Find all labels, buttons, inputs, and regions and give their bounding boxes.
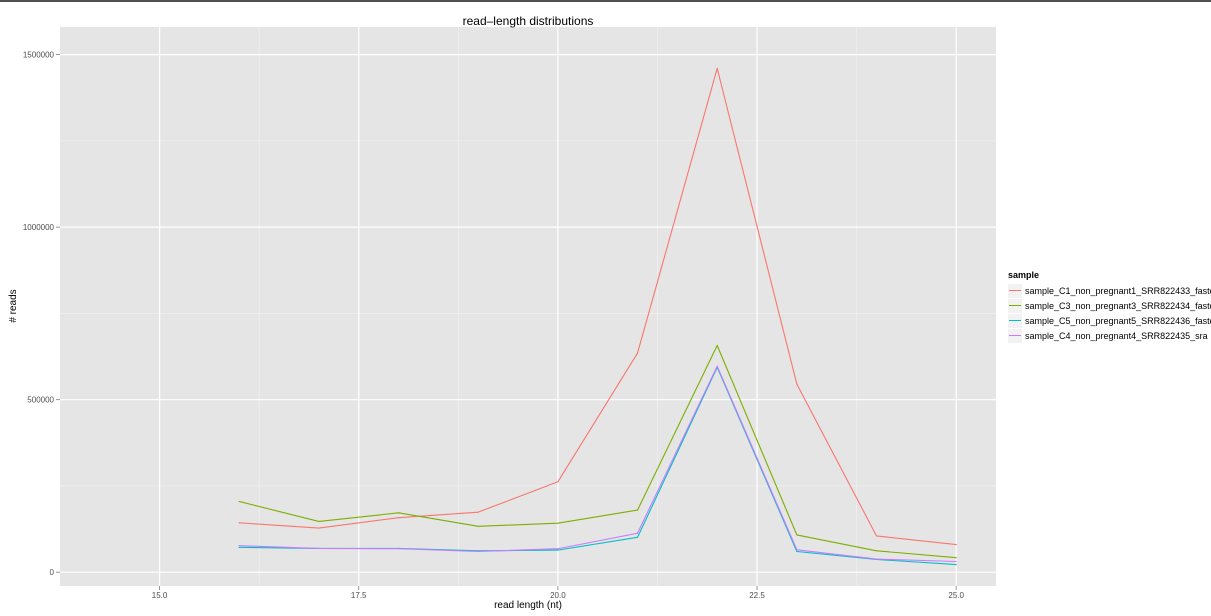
data-point — [318, 547, 320, 549]
data-point — [636, 352, 639, 354]
legend-key-line — [1009, 334, 1021, 336]
legend-title: sample — [1008, 270, 1040, 280]
window-top-border — [0, 0, 1211, 2]
data-point — [557, 481, 559, 483]
minor-gridlines — [60, 27, 996, 586]
data-point — [716, 67, 718, 70]
axes: 15.0 17.5 20.0 22.5 25.0 0 500000 1000000 150000… — [23, 51, 965, 600]
data-point — [716, 365, 718, 367]
x-tick-label: 22.5 — [749, 591, 765, 600]
chart-title: read–length distributions — [463, 14, 594, 28]
y-axis-label: # reads — [8, 289, 19, 322]
legend-label: sample_C5_non_pregnant5_SRR822436_fastq — [1025, 315, 1211, 326]
plot-panel — [60, 27, 996, 586]
data-point — [477, 511, 479, 513]
legend-key — [1008, 298, 1022, 313]
major-gridlines — [60, 27, 996, 586]
data-point — [955, 560, 957, 563]
x-tick-label: 17.5 — [351, 591, 367, 600]
data-point — [955, 543, 957, 546]
data-point — [796, 534, 798, 536]
data-point — [636, 509, 639, 511]
data-point — [397, 512, 400, 514]
data-point — [875, 558, 878, 560]
data-point — [318, 527, 320, 529]
data-point — [397, 517, 400, 519]
legend-key — [1008, 313, 1022, 328]
legend-item: sample_C4_non_pregnant4_SRR822435_sra — [1008, 328, 1211, 343]
data-point — [636, 532, 639, 534]
data-point — [238, 545, 240, 547]
legend-key-line — [1009, 304, 1021, 306]
legend: sample sample_C1_non_pregnant1_SRR822433… — [1008, 270, 1211, 343]
data-point — [557, 548, 559, 550]
data-point — [557, 549, 559, 551]
data-point — [955, 557, 957, 559]
legend-label: sample_C3_non_pregnant3_SRR822434_fastq — [1025, 300, 1211, 311]
series-lines — [238, 67, 957, 566]
series-line-4 — [239, 365, 957, 563]
data-point — [557, 522, 559, 524]
x-tick-label: 25.0 — [948, 591, 964, 600]
data-point — [238, 546, 240, 548]
series-line-1 — [239, 67, 957, 546]
legend-key — [1008, 328, 1022, 343]
y-tick-label: 1500000 — [23, 51, 55, 60]
data-point — [796, 549, 798, 551]
x-axis-label: read length (nt) — [494, 600, 562, 611]
x-tick-label: 15.0 — [152, 591, 168, 600]
y-tick-label: 1000000 — [23, 223, 55, 232]
series-line-2 — [239, 344, 957, 559]
data-point — [397, 548, 400, 550]
legend-label: sample_C1_non_pregnant1_SRR822433_fastq — [1025, 285, 1211, 296]
legend-key — [1008, 283, 1022, 298]
data-point — [636, 536, 639, 538]
data-point — [238, 522, 240, 524]
legend-label: sample_C4_non_pregnant4_SRR822435_sra — [1025, 330, 1208, 341]
legend-item: sample_C5_non_pregnant5_SRR822436_fastq — [1008, 313, 1211, 328]
data-point — [318, 520, 320, 523]
x-tick-label: 20.0 — [550, 591, 566, 600]
legend-key-line — [1009, 319, 1021, 321]
data-point — [875, 550, 878, 552]
data-point — [477, 525, 479, 527]
legend-item: sample_C3_non_pregnant3_SRR822434_fastq — [1008, 298, 1211, 313]
data-point — [477, 550, 479, 553]
data-point — [716, 344, 718, 347]
y-tick-label: 500000 — [27, 396, 54, 405]
legend-item: sample_C1_non_pregnant1_SRR822433_fastq — [1008, 283, 1211, 298]
data-point — [796, 383, 798, 385]
data-point — [955, 564, 957, 566]
data-point — [238, 500, 240, 503]
legend-key-line — [1009, 289, 1021, 291]
data-point — [875, 535, 878, 537]
data-point — [796, 550, 798, 553]
y-tick-label: 0 — [50, 568, 55, 577]
